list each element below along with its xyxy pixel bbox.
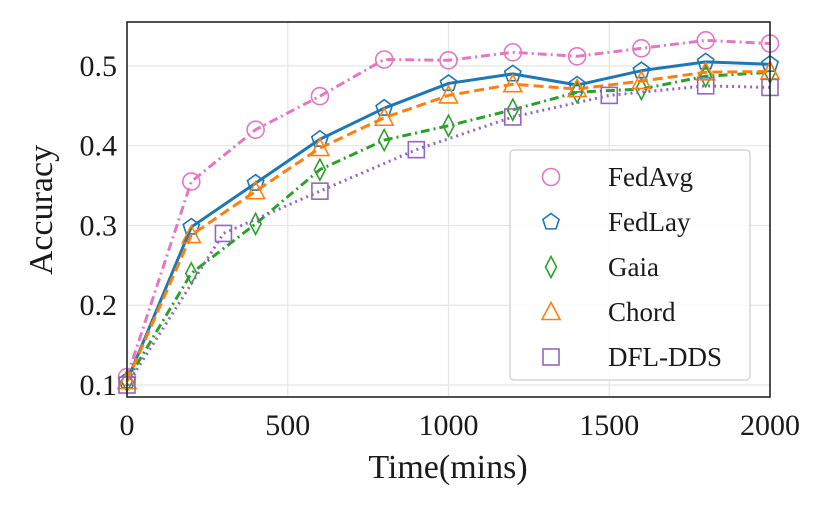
x-tick-label: 1500 <box>579 409 639 442</box>
legend-label-chord: Chord <box>608 297 676 327</box>
data-point-fedavg <box>374 50 394 69</box>
series-group <box>116 31 781 394</box>
data-point-chord <box>309 136 331 157</box>
data-point-chord <box>245 179 266 200</box>
x-tick-label: 1000 <box>419 409 479 442</box>
data-point-fedlay <box>568 75 587 93</box>
legend-label-dfl-dds: DFL-DDS <box>608 342 722 372</box>
data-point-gaia <box>184 261 198 286</box>
data-point-fedlay <box>182 217 201 235</box>
y-tick-label: 0.4 <box>80 130 118 163</box>
data-point-fedavg <box>246 120 265 140</box>
series-line-fedavg <box>125 38 771 378</box>
data-point-chord <box>631 69 652 90</box>
data-point-fedavg <box>696 31 716 50</box>
series-line-chord <box>125 69 771 382</box>
legend-marker-dfl-dds <box>542 348 560 366</box>
legend-label-fedlay: FedLay <box>608 207 691 237</box>
legend-label-fedavg: FedAvg <box>608 162 693 192</box>
data-point-chord <box>180 223 202 244</box>
data-point-chord <box>566 77 588 98</box>
data-point-fedlay <box>375 98 394 116</box>
data-point-chord <box>373 106 395 127</box>
series-line-fedlay <box>125 60 771 382</box>
data-point-fedavg <box>567 47 587 66</box>
series-line-gaia <box>125 70 771 382</box>
data-point-gaia <box>442 113 455 138</box>
legend-marker-gaia <box>544 254 558 280</box>
y-tick-label: 0.3 <box>80 209 118 242</box>
x-axis-label: Time(mins) <box>368 449 527 486</box>
legend-marker-fedlay <box>541 212 561 230</box>
data-point-dfl-dds <box>696 77 715 95</box>
legend-marker-fedavg <box>541 167 561 187</box>
data-point-dfl-dds <box>311 182 329 200</box>
data-point-fedlay <box>439 73 458 92</box>
data-point-fedavg <box>503 43 523 62</box>
data-point-gaia <box>313 157 327 182</box>
data-point-fedlay <box>246 173 265 191</box>
y-tick-label: 0.5 <box>80 50 118 83</box>
y-axis-label: Accuracy <box>23 145 60 275</box>
legend-box <box>509 149 751 381</box>
data-point-fedavg <box>439 50 458 70</box>
data-point-fedavg <box>182 172 201 191</box>
x-tick-labels: 0 500 1000 1500 2000 <box>120 409 801 442</box>
data-point-gaia <box>634 76 648 102</box>
data-point-fedlay <box>503 64 522 82</box>
data-point-fedavg <box>632 39 651 58</box>
x-tick-label: 500 <box>265 409 310 442</box>
data-point-chord <box>502 73 524 93</box>
y-tick-labels: 0.1 0.2 0.3 0.4 0.5 <box>80 50 118 402</box>
x-tick-label: 2000 <box>740 409 800 442</box>
x-tick-label: 0 <box>120 409 135 442</box>
y-tick-label: 0.2 <box>80 289 118 322</box>
plot-frame <box>126 21 771 398</box>
data-point-gaia <box>377 127 391 153</box>
data-point-dfl-dds <box>214 224 233 243</box>
data-point-dfl-dds <box>600 86 619 105</box>
legend-marker-chord <box>540 300 562 321</box>
data-point-fedlay <box>310 129 329 147</box>
legend: FedAvg FedLay Gaia Chord DFL-DDS <box>509 149 751 381</box>
data-point-chord <box>695 61 717 81</box>
y-tick-label: 0.1 <box>80 369 118 402</box>
data-point-gaia <box>506 97 520 122</box>
data-point-fedavg <box>310 86 330 106</box>
data-point-dfl-dds <box>503 108 522 126</box>
data-point-fedlay <box>696 52 715 70</box>
legend-label-gaia: Gaia <box>608 252 659 282</box>
data-point-dfl-dds <box>407 140 426 159</box>
data-point-chord <box>438 84 459 104</box>
